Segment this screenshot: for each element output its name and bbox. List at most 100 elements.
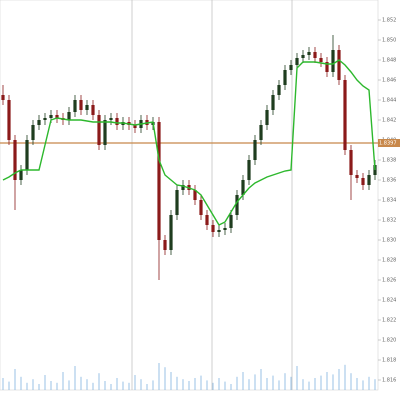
volume-bar <box>170 372 172 390</box>
y-tick-label: 1.824 <box>382 298 396 304</box>
price-label-bg <box>378 139 400 147</box>
volume-bar <box>194 378 196 390</box>
volume-bar <box>248 379 250 390</box>
volume-bar <box>44 375 46 390</box>
volume-bar <box>266 378 268 390</box>
candle-body <box>205 215 209 225</box>
candle-body <box>91 105 95 115</box>
volume-bar <box>278 380 280 390</box>
volume-bar <box>20 376 22 390</box>
indicator-line <box>2 59 376 226</box>
candle-body <box>31 125 35 140</box>
volume-bar <box>56 382 58 390</box>
candle-body <box>109 118 113 120</box>
volume-bar <box>74 366 76 390</box>
volume-bar <box>26 382 28 390</box>
volume-bar <box>302 379 304 390</box>
volume-bar <box>272 375 274 390</box>
y-tick-label: 1.828 <box>382 258 396 264</box>
candle-body <box>283 70 287 85</box>
candle-body <box>25 140 29 170</box>
candle-body <box>277 85 281 95</box>
candle-body <box>67 112 71 120</box>
candle-body <box>229 215 233 228</box>
candle-body <box>157 122 161 240</box>
volume-bar <box>362 380 364 390</box>
y-tick-label: 1.838 <box>382 158 396 164</box>
y-tick-label: 1.844 <box>382 98 396 104</box>
volume-bar <box>218 378 220 390</box>
y-tick-label: 1.830 <box>382 238 396 244</box>
volume-bar <box>164 367 166 390</box>
candle-body <box>85 105 89 110</box>
candle-body <box>193 190 197 200</box>
candle-body <box>337 50 341 80</box>
candle-body <box>97 115 101 145</box>
volume-bar <box>338 369 340 390</box>
candle-body <box>361 178 365 185</box>
candle-body <box>49 115 53 118</box>
y-tick-label: 1.846 <box>382 78 396 84</box>
volume-bar <box>350 373 352 390</box>
volume-bar <box>374 379 376 390</box>
candle-body <box>133 125 137 128</box>
volume-bar <box>206 380 208 390</box>
candle-body <box>169 215 173 250</box>
y-tick-label: 1.826 <box>382 278 396 284</box>
candle-body <box>181 185 185 190</box>
candle-body <box>1 95 5 100</box>
y-tick-label: 1.822 <box>382 318 396 324</box>
candle-body <box>175 190 179 215</box>
volume-bar <box>140 379 142 390</box>
volume-bar <box>344 364 346 390</box>
volume-bar <box>68 380 70 390</box>
volume-bar <box>158 363 160 390</box>
y-tick-label: 1.836 <box>382 178 396 184</box>
volume-bar <box>50 381 52 390</box>
volume-bar <box>182 379 184 390</box>
candle-body <box>307 52 311 55</box>
candle-body <box>223 228 227 230</box>
y-tick-label: 1.850 <box>382 38 396 44</box>
volume-bar <box>80 376 82 390</box>
volume-bar <box>62 372 64 390</box>
y-tick-label: 1.820 <box>382 338 396 344</box>
price-label: 1.8397 <box>379 141 397 147</box>
candle-body <box>19 170 23 180</box>
volume-bar <box>110 384 112 390</box>
candle-body <box>295 58 299 65</box>
candle-body <box>73 100 77 112</box>
candle-body <box>313 52 317 58</box>
candle-body <box>259 125 263 140</box>
volume-bar <box>86 379 88 390</box>
candle-body <box>247 160 251 180</box>
volume-bar <box>260 369 262 390</box>
volume-bar <box>314 378 316 390</box>
candle-body <box>289 65 293 70</box>
volume-bar <box>254 374 256 390</box>
candle-body <box>241 180 245 195</box>
candle-body <box>199 200 203 215</box>
candle-body <box>253 140 257 160</box>
candle-body <box>367 175 371 185</box>
volume-bar <box>308 381 310 390</box>
volume-bar <box>368 376 370 390</box>
candle-body <box>79 100 83 110</box>
y-tick-label: 1.818 <box>382 358 396 364</box>
volume-bar <box>230 384 232 390</box>
volume-bar <box>332 374 334 390</box>
candle-body <box>349 150 353 175</box>
candle-body <box>115 118 119 125</box>
volume-bar <box>2 378 4 390</box>
volume-bar <box>242 372 244 390</box>
volume-bar <box>176 376 178 390</box>
volume-bar <box>200 375 202 390</box>
candle-body <box>37 120 41 125</box>
y-tick-label: 1.832 <box>382 218 396 224</box>
candle-body <box>265 110 269 125</box>
candle-body <box>211 225 215 232</box>
volume-bar <box>188 381 190 390</box>
volume-bar <box>8 381 10 390</box>
y-tick-label: 1.834 <box>382 198 396 204</box>
